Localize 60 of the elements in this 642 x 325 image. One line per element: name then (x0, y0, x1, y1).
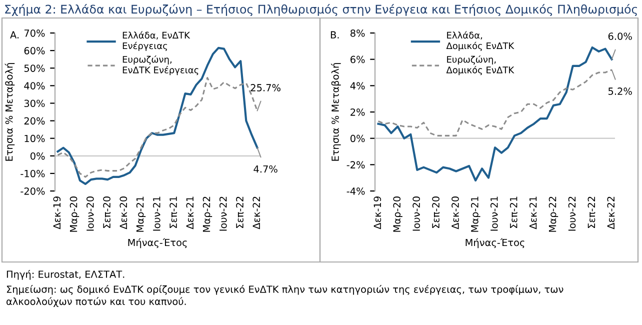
x-tick-label: Σεπ-21 (170, 196, 177, 228)
legend-label: Ελλάδα, ΕνΔΤΚ Ενέργειας (122, 31, 190, 51)
y-tick-label: -20% (20, 187, 45, 195)
x-tick-label: Ιουν-22 (568, 196, 576, 231)
x-tick-label: Σεπ-21 (510, 196, 518, 228)
y-tick-label: 8% (350, 29, 365, 37)
y-tick-label: 4% (350, 82, 365, 90)
x-tick-label: Σεπ-22 (236, 196, 244, 228)
legend-label: Ευρωζώνη, ΕνΔΤΚ Ενέργειας (122, 55, 198, 76)
annotation: 5.2% (608, 88, 632, 95)
y-axis-title: Ετησια % Μεταβολή (4, 63, 15, 161)
y-tick-label: 0% (350, 134, 365, 142)
x-tick-label: Σεπ-20 (103, 196, 111, 228)
x-tick-label: Δεκ-21 (529, 196, 537, 230)
text: A. (10, 31, 19, 38)
y-tick-label: 40% (24, 82, 45, 90)
x-tick-label: Σεπ-22 (588, 196, 596, 228)
x-tick-label: Ιουν-22 (219, 196, 227, 231)
x-tick-label: Δεκ-21 (186, 196, 194, 230)
x-tick-label: Δεκ-19 (374, 196, 382, 230)
y-tick-label: 10% (24, 134, 45, 142)
legend-label: Ελλάδα, Δομικός ΕνΔΤΚ (446, 31, 514, 51)
annotation: 6.0% (608, 32, 632, 40)
x-axis-title: Μήνας-Έτος (128, 238, 187, 248)
y-tick-label: 20% (24, 117, 45, 125)
x-tick-label: Δεκ-22 (252, 196, 260, 230)
y-tick-label: 50% (24, 64, 45, 72)
x-tick-label: Μαρ-22 (202, 196, 212, 232)
annotation: 25.7% (250, 84, 280, 92)
annotation: 4.7% (254, 165, 278, 173)
x-tick-label: Μαρ-22 (548, 196, 558, 232)
x-tick-label: Δεκ-19 (53, 196, 61, 230)
x-tick-label: Δεκ-22 (607, 196, 615, 230)
text: Σημείωση: ως δομικό ΕνΔΤΚ ορίζουμε τον γενικό ΕνΔΤΚ πλην των κατηγοριών της ενέργειας, των τροφίμων, των αλκοολούχων ποτών και του καπνού. (6, 285, 564, 307)
text: Σχήμα 2: Ελλάδα και Ευρωζώνη – Ετήσιος Πληθωρισμός στην Ενέργεια και Ετήσιος Δομικός Πληθωρισμός (5, 4, 637, 16)
legend-label: Ευρωζώνη, Δομικός ΕνΔΤΚ (446, 55, 514, 76)
x-tick-label: Μαρ-20 (393, 196, 402, 232)
x-tick-label: Ιουν-21 (152, 196, 160, 231)
y-tick-label: 70% (24, 29, 45, 37)
x-tick-label: Ιουν-20 (86, 196, 94, 231)
y-tick-label: 2% (350, 108, 365, 116)
y-tick-label: -10% (20, 170, 45, 178)
x-tick-label: Μαρ-21 (471, 196, 480, 232)
x-tick-label: Ιουν-21 (490, 196, 498, 231)
x-tick-label: Ιουν-20 (412, 196, 420, 231)
x-tick-label: Σεπ-20 (432, 196, 440, 228)
y-tick-label: 6% (350, 56, 365, 64)
y-tick-label: -4% (346, 187, 365, 195)
x-tick-label: Μαρ-20 (70, 196, 80, 232)
y-axis-title: Ετησια % Μεταβολή (330, 63, 341, 161)
text: Πηγή: Eurostat, ΕΛΣΤΑΤ. (6, 270, 124, 280)
y-tick-label: 60% (24, 47, 45, 54)
y-tick-label: -2% (346, 161, 365, 168)
x-axis-title: Μήνας-Έτος (466, 238, 524, 248)
x-tick-label: Δεκ-20 (452, 196, 459, 230)
y-tick-label: 0% (30, 152, 45, 160)
text: B. (330, 31, 339, 38)
x-tick-label: Μαρ-21 (136, 196, 146, 232)
x-tick-label: Δεκ-20 (120, 196, 128, 230)
y-tick-label: 30% (24, 100, 45, 108)
